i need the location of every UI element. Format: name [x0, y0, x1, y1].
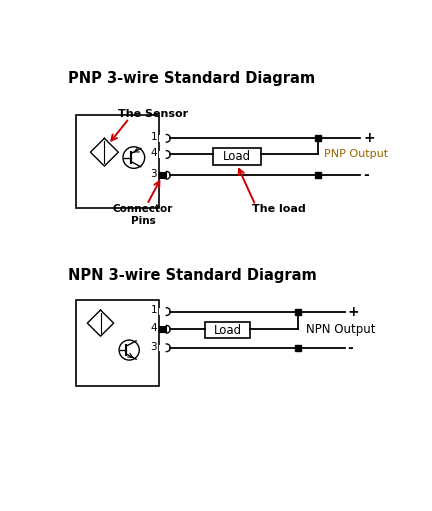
Text: Load: Load [223, 150, 251, 162]
Bar [159, 326, 166, 332]
Bar [205, 322, 250, 338]
Text: NPN Output: NPN Output [306, 323, 375, 336]
Text: PNP Output: PNP Output [324, 150, 388, 159]
Text: +: + [363, 131, 375, 145]
Bar [159, 151, 166, 157]
Bar [159, 135, 166, 141]
Text: -: - [348, 341, 353, 355]
Text: +: + [348, 305, 359, 318]
Text: 1: 1 [150, 132, 157, 142]
Bar [76, 115, 159, 207]
Text: The Sensor: The Sensor [118, 109, 187, 119]
Text: 3: 3 [150, 341, 157, 352]
Bar [76, 300, 159, 386]
Text: NPN 3-wire Standard Diagram: NPN 3-wire Standard Diagram [68, 268, 317, 283]
Text: 4: 4 [150, 323, 157, 333]
Bar [213, 148, 261, 165]
Text: 1: 1 [150, 306, 157, 315]
Text: 3: 3 [150, 169, 157, 179]
Text: Load: Load [213, 323, 241, 337]
Text: The load: The load [251, 204, 305, 214]
Text: 4: 4 [150, 148, 157, 158]
Bar [159, 345, 166, 350]
Text: -: - [363, 168, 369, 182]
Text: PNP 3-wire Standard Diagram: PNP 3-wire Standard Diagram [68, 71, 315, 85]
Text: Connector
Pins: Connector Pins [113, 204, 173, 226]
Bar [159, 309, 166, 314]
Bar [159, 172, 166, 178]
